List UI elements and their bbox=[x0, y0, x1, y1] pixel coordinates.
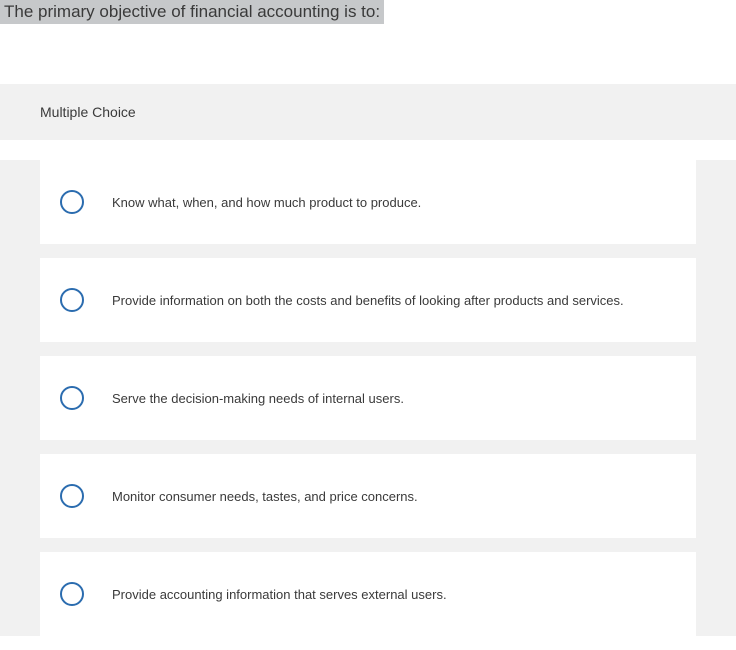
radio-button[interactable] bbox=[60, 484, 84, 508]
radio-button[interactable] bbox=[60, 190, 84, 214]
radio-button[interactable] bbox=[60, 582, 84, 606]
option-label: Serve the decision-making needs of inter… bbox=[112, 391, 404, 406]
option-row[interactable]: Provide information on both the costs an… bbox=[40, 258, 696, 342]
option-row[interactable]: Provide accounting information that serv… bbox=[40, 552, 696, 636]
option-label: Provide information on both the costs an… bbox=[112, 293, 624, 308]
options-container: Know what, when, and how much product to… bbox=[0, 160, 736, 636]
option-row[interactable]: Monitor consumer needs, tastes, and pric… bbox=[40, 454, 696, 538]
question-text: The primary objective of financial accou… bbox=[0, 0, 384, 24]
radio-button[interactable] bbox=[60, 288, 84, 312]
option-label: Know what, when, and how much product to… bbox=[112, 195, 421, 210]
radio-button[interactable] bbox=[60, 386, 84, 410]
option-label: Provide accounting information that serv… bbox=[112, 587, 447, 602]
option-row[interactable]: Know what, when, and how much product to… bbox=[40, 160, 696, 244]
question-type-label: Multiple Choice bbox=[0, 84, 736, 140]
option-row[interactable]: Serve the decision-making needs of inter… bbox=[40, 356, 696, 440]
spacer bbox=[0, 24, 736, 84]
option-label: Monitor consumer needs, tastes, and pric… bbox=[112, 489, 418, 504]
